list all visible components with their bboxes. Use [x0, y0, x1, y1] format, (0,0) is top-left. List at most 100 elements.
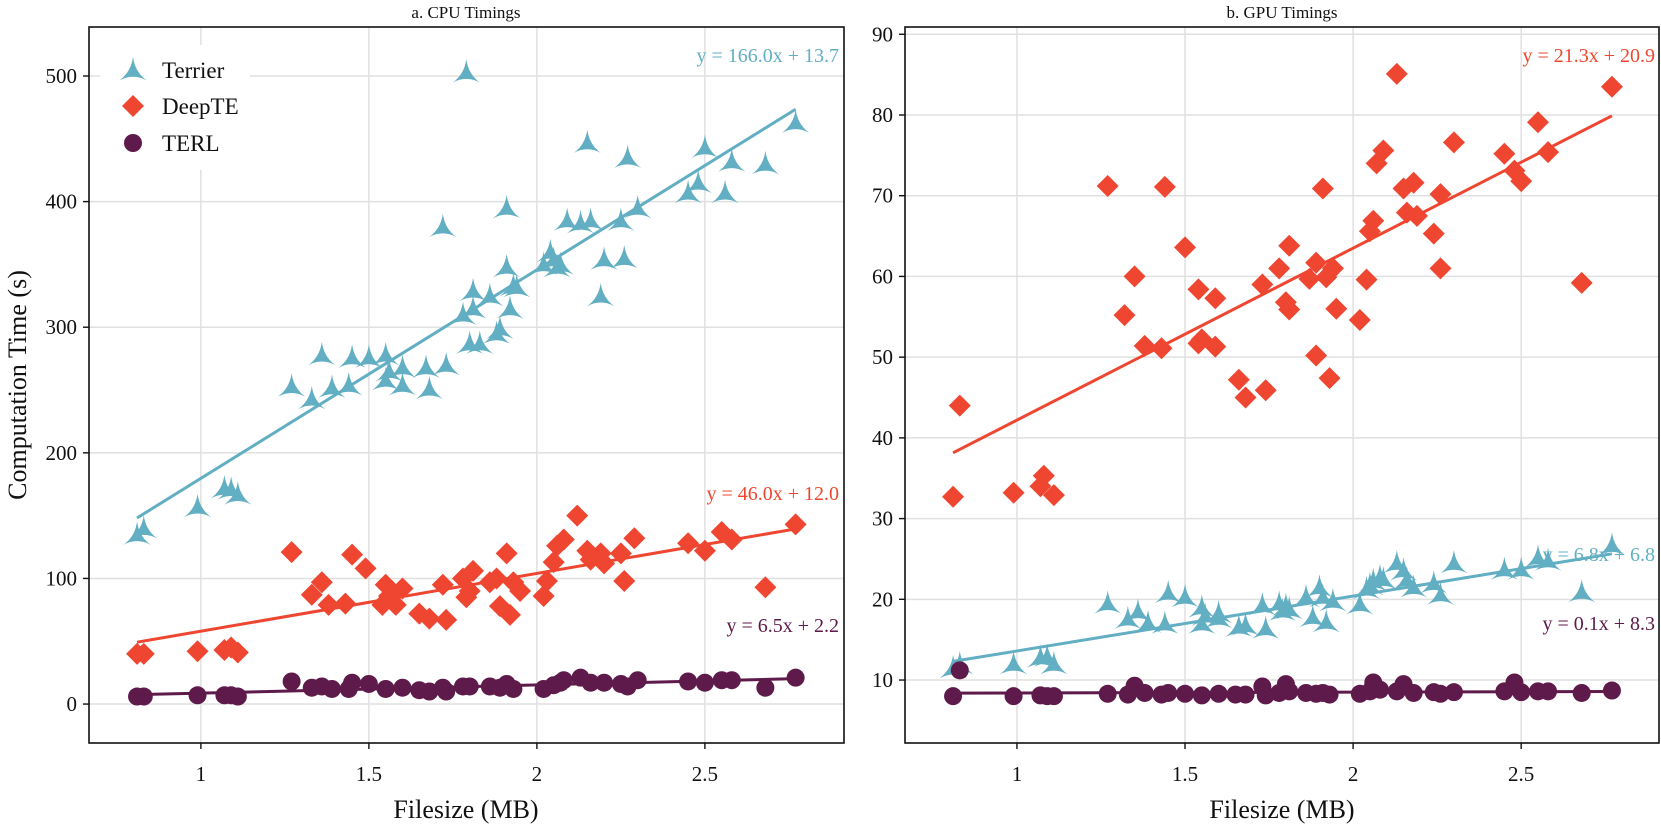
y-tick-label: 20 — [872, 587, 893, 611]
point-triangle — [1094, 590, 1122, 614]
point-circle — [460, 677, 479, 696]
point-triangle — [1188, 594, 1216, 618]
point-circle — [756, 678, 775, 697]
x-tick-label: 1 — [1012, 762, 1023, 786]
x-tick-label: 1 — [196, 762, 207, 786]
point-triangle — [718, 148, 746, 172]
series-terrier: y = 166.0x + 13.7 — [123, 45, 839, 545]
panel-gpu-timings: b. GPU Timings Filesize (MB) 1 1.5 2 2.5 10 2… — [872, 3, 1660, 824]
point-diamond — [1311, 177, 1334, 200]
x-tick-label: 2 — [532, 762, 543, 786]
point-diamond — [1318, 367, 1341, 390]
point-triangle — [355, 344, 383, 368]
point-triangle — [781, 109, 810, 133]
point-circle — [628, 671, 647, 690]
point-circle — [950, 661, 969, 680]
point-diamond — [1442, 131, 1465, 154]
point-circle — [581, 673, 600, 692]
point-triangle — [1369, 566, 1398, 590]
point-triangle — [1389, 557, 1418, 581]
point-triangle — [338, 344, 366, 368]
point-diamond — [566, 504, 589, 527]
point-diamond — [542, 551, 565, 574]
point-circle — [1512, 683, 1531, 702]
point-diamond — [1429, 257, 1452, 280]
panel-cpu-timings: a. CPU Timings Filesize (MB) 1 1.5 2 2.5 0 10… — [46, 3, 845, 824]
legend-item-deepte: DeepTE — [122, 94, 239, 119]
y-tick-label: 50 — [872, 345, 893, 369]
point-circle — [944, 687, 963, 706]
point-diamond — [1321, 257, 1344, 280]
point-diamond — [1537, 141, 1560, 164]
point-diamond — [280, 541, 303, 564]
point-triangle — [1346, 591, 1374, 615]
point-diamond — [942, 485, 965, 508]
y-tick-label: 90 — [872, 22, 893, 46]
point-circle — [343, 673, 362, 692]
point-circle — [722, 671, 741, 690]
point-circle — [322, 679, 341, 698]
point-diamond — [1348, 309, 1371, 332]
point-diamond — [532, 585, 555, 608]
point-triangle — [1275, 596, 1303, 620]
point-diamond — [623, 527, 646, 550]
point-triangle — [298, 385, 326, 410]
point-triangle — [130, 515, 158, 539]
y-tick-label: 30 — [872, 507, 893, 531]
point-triangle — [590, 246, 618, 270]
point-diamond — [1278, 234, 1301, 257]
y-tick-label: 300 — [46, 315, 78, 339]
point-diamond — [462, 559, 485, 582]
point-circle — [1236, 685, 1255, 704]
point-diamond — [499, 603, 522, 626]
point-triangle — [607, 207, 635, 231]
point-triangle — [493, 194, 521, 219]
point-circle — [1192, 686, 1211, 705]
point-triangle — [546, 251, 575, 275]
point-triangle — [1204, 600, 1233, 624]
point-triangle — [1319, 587, 1347, 612]
y-tick-label: 400 — [46, 190, 78, 214]
y-tick-label: 70 — [872, 184, 893, 208]
point-diamond — [535, 569, 558, 592]
point-triangle — [1440, 549, 1468, 574]
point-diamond — [1187, 278, 1210, 301]
point-diamond — [317, 593, 340, 616]
point-triangle — [1114, 605, 1142, 630]
point-diamond — [1305, 344, 1328, 367]
point-diamond — [1570, 271, 1593, 294]
point-circle — [1044, 687, 1063, 706]
point-triangle — [459, 295, 487, 319]
point-triangle — [432, 351, 460, 376]
legend-label: DeepTE — [162, 94, 239, 119]
point-diamond — [1600, 75, 1623, 98]
point-diamond — [1355, 268, 1378, 291]
point-triangle — [459, 277, 487, 302]
series-terl: y = 6.5x + 2.2 — [128, 615, 839, 706]
point-diamond — [186, 640, 209, 663]
x-tick-label: 1.5 — [356, 762, 382, 786]
point-triangle — [1231, 612, 1260, 636]
point-diamond — [1305, 251, 1328, 274]
point-circle — [1159, 683, 1178, 702]
plot-frame — [904, 26, 1660, 744]
point-triangle — [375, 358, 403, 382]
y-tick-label: 60 — [872, 264, 893, 288]
point-triangle — [476, 282, 504, 307]
point-diamond — [1234, 386, 1257, 409]
point-circle — [228, 687, 247, 706]
point-diamond — [1278, 298, 1301, 321]
x-tick-label: 2 — [1348, 762, 1359, 786]
point-diamond — [1254, 379, 1277, 402]
point-circle — [1004, 687, 1023, 706]
point-triangle — [415, 375, 444, 400]
point-diamond — [310, 571, 333, 594]
point-diamond — [132, 642, 155, 665]
fit-equation-label: y = 6.8x + 6.8 — [1542, 544, 1655, 566]
point-diamond — [435, 608, 458, 631]
point-diamond — [1133, 334, 1156, 357]
point-triangle — [486, 315, 514, 339]
point-triangle — [466, 330, 494, 354]
y-tick-label: 40 — [872, 426, 893, 450]
point-diamond — [334, 592, 357, 615]
